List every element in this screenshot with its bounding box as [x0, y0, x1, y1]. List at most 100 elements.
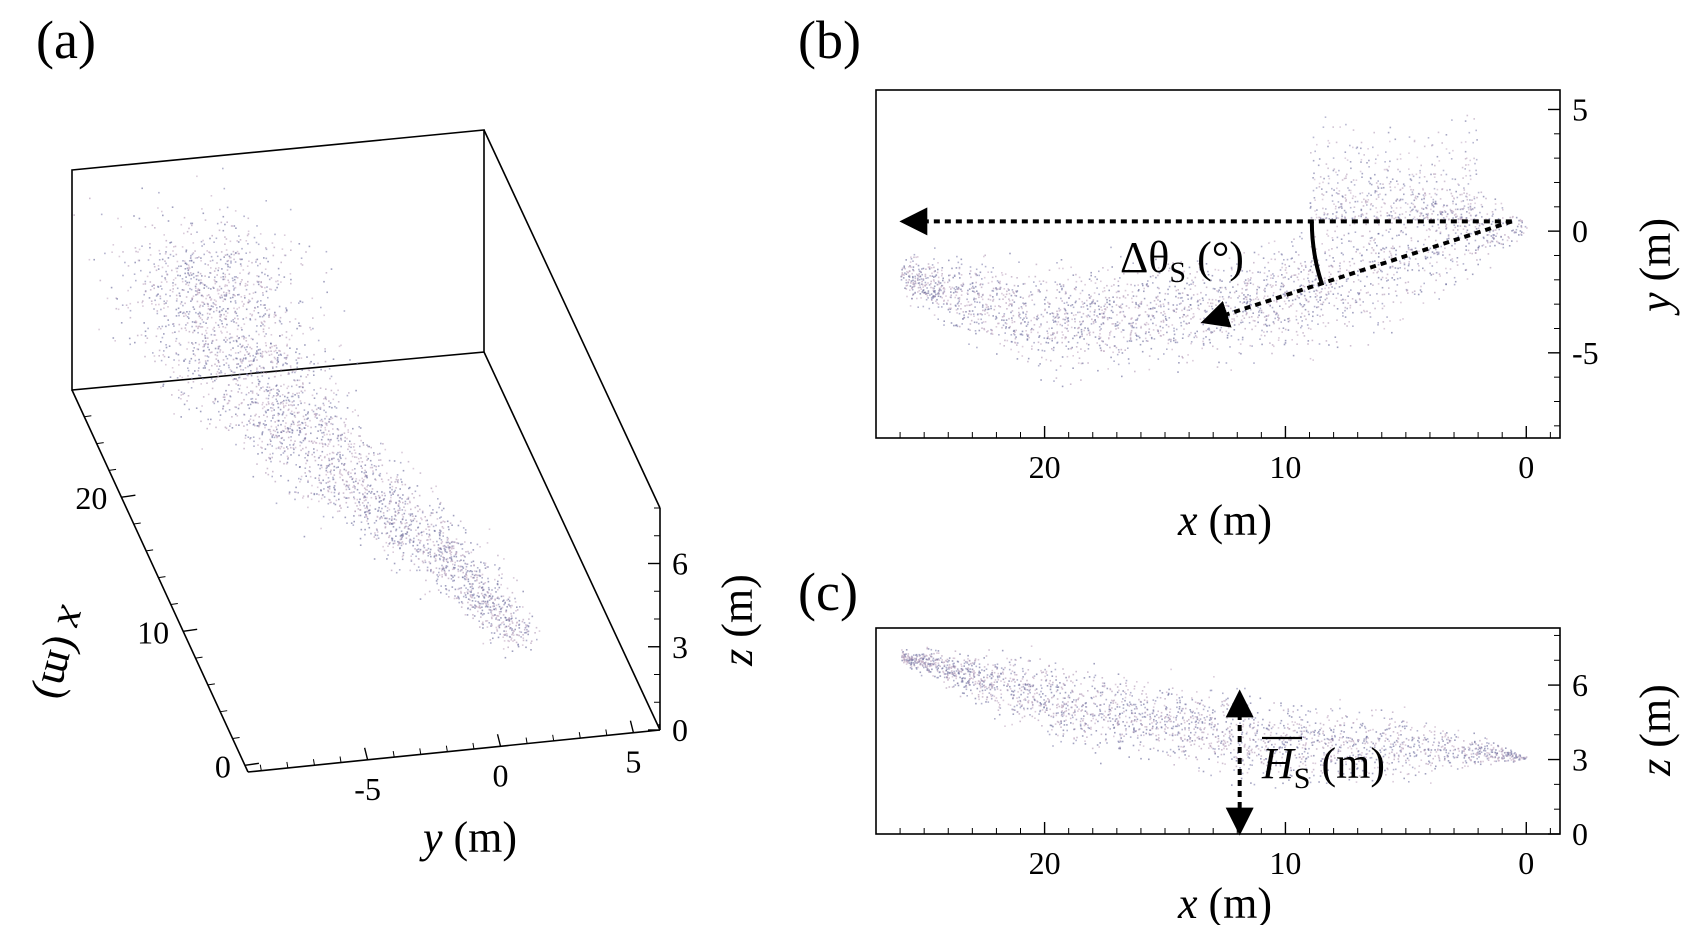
panel-a-point: [320, 424, 322, 426]
panel-b-point: [927, 290, 930, 292]
panel-b-point: [941, 284, 943, 287]
panel-a-point: [287, 430, 289, 432]
panel-a-point: [511, 633, 513, 636]
panel-b-point: [1519, 230, 1522, 232]
panel-a-point: [230, 336, 232, 339]
panel-a-point: [268, 327, 270, 329]
panel-b-point: [1196, 301, 1199, 303]
panel-a-point: [221, 268, 223, 270]
panel-b-point: [1476, 196, 1478, 199]
panel-a-point: [177, 307, 180, 310]
panel-a-point: [332, 457, 334, 460]
panel-b-point: [1164, 312, 1166, 315]
panel-a-point: [409, 519, 412, 521]
panel-a-point: [393, 491, 396, 493]
panel-b-point: [1281, 308, 1284, 310]
panel-b-point: [1420, 291, 1423, 293]
panel-a-point: [444, 550, 447, 553]
panel-b-point: [1501, 207, 1504, 209]
panel-a-point: [299, 385, 302, 388]
panel-b-point: [1055, 321, 1057, 323]
panel-a-point: [226, 331, 228, 333]
panel-a-point: [457, 570, 460, 573]
panel-b-point: [1438, 273, 1441, 275]
panel-a-point: [293, 448, 295, 451]
panel-b-point: [1144, 311, 1147, 313]
panel-a-point: [290, 278, 292, 281]
panel-a-point: [367, 501, 369, 504]
panel-a-point: [180, 394, 182, 396]
panel-a-point: [160, 386, 162, 389]
panel-b-point: [943, 320, 945, 322]
panel-b-point: [984, 265, 987, 268]
panel-b-point: [1284, 263, 1286, 266]
panel-a-point: [507, 625, 510, 627]
panel-b-point: [1072, 306, 1075, 309]
panel-a-x-axis-line: [71, 389, 249, 773]
panel-b-point: [1489, 241, 1492, 244]
panel-a-point: [186, 267, 189, 269]
panel-a-point: [159, 285, 162, 287]
panel-a-point: [342, 479, 344, 482]
panel-a-point: [470, 596, 472, 598]
panel-b-point: [1263, 289, 1265, 291]
panel-a-point: [440, 521, 442, 524]
panel-a-point: [393, 522, 396, 524]
panel-b-point: [1062, 334, 1064, 336]
panel-a-point: [361, 484, 364, 487]
panel-b-point: [1210, 331, 1212, 333]
panel-a-point: [270, 388, 273, 391]
panel-a-point: [464, 575, 466, 577]
panel-a-point: [271, 475, 273, 478]
panel-a-point: [468, 570, 471, 573]
panel-a-point: [332, 452, 335, 454]
panel-b-point: [1132, 295, 1135, 297]
panel-a-point: [324, 396, 327, 398]
panel-a-point: [338, 498, 340, 501]
panel-a-point: [338, 491, 340, 494]
panel-a-point: [393, 540, 396, 542]
panel-b-point: [1252, 312, 1254, 314]
panel-b-point: [1381, 302, 1384, 305]
panel-a-point: [363, 496, 366, 498]
panel-b-point: [997, 281, 1000, 284]
panel-a-point: [485, 620, 487, 622]
panel-a-point: [217, 345, 220, 348]
panel-a-point: [309, 326, 311, 329]
panel-a-point: [284, 404, 287, 407]
panel-b-point: [929, 275, 931, 277]
panel-a-point: [388, 518, 391, 520]
panel-a-point: [133, 215, 135, 217]
panel-b-point: [1108, 299, 1111, 302]
panel-a-point: [327, 490, 330, 493]
panel-a-point: [206, 327, 209, 329]
panel-a-point: [273, 345, 276, 347]
panel-a-point: [471, 600, 474, 602]
panel-a-point: [382, 443, 384, 445]
panel-b-point: [1260, 309, 1263, 312]
panel-a-point: [238, 373, 241, 376]
panel-b-point: [1257, 271, 1259, 273]
panel-a-point: [428, 533, 431, 536]
panel-b-point: [1383, 251, 1385, 253]
panel-b-point: [1400, 230, 1403, 232]
panel-b-point: [1273, 275, 1275, 277]
panel-a-point: [329, 377, 331, 380]
panel-a-point: [323, 409, 325, 412]
panel-b-point: [1453, 283, 1456, 286]
panel-a-point: [224, 298, 227, 301]
panel-a-point: [223, 298, 226, 300]
panel-b-point: [1454, 232, 1457, 234]
panel-b-point: [920, 297, 922, 299]
panel-b-point: [918, 278, 921, 281]
panel-b-point: [1366, 249, 1368, 251]
panel-a-point: [122, 251, 124, 253]
panel-a-point: [350, 446, 352, 449]
panel-b-point: [1250, 277, 1252, 279]
panel-a-point: [410, 523, 412, 526]
panel-a-point: [305, 376, 308, 378]
panel-a-point: [457, 588, 459, 591]
panel-b-point: [1284, 328, 1287, 331]
panel-a-point: [251, 363, 253, 366]
panel-a-point: [265, 424, 267, 426]
